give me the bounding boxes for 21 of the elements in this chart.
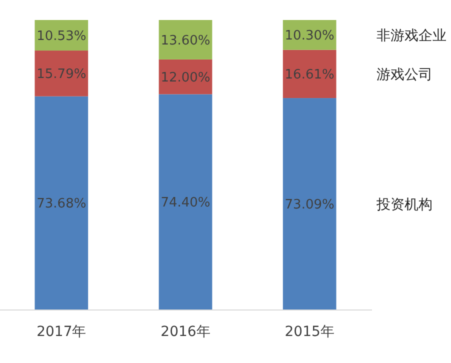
- data-label: 12.00%: [160, 70, 210, 86]
- data-label: 73.09%: [284, 198, 334, 213]
- data-label: 10.53%: [36, 28, 86, 44]
- bar: [34, 50, 88, 96]
- data-label: 73.68%: [36, 196, 86, 212]
- bar: [158, 94, 212, 310]
- data-label: 16.61%: [284, 68, 334, 83]
- data-label: 13.60%: [160, 33, 210, 48]
- text: 非游戏企业: [376, 28, 446, 44]
- data-label: 15.79%: [36, 66, 86, 82]
- bar: [282, 98, 336, 310]
- data-label: 10.30%: [284, 28, 334, 44]
- x-tick-label: 2015年: [284, 324, 334, 340]
- text: 游戏公司: [376, 66, 432, 83]
- bar: [158, 20, 212, 60]
- bar: [282, 50, 336, 98]
- text: 投资机构: [375, 196, 432, 213]
- x-tick-label: 2016年: [160, 324, 210, 340]
- data-label: 74.40%: [160, 196, 210, 211]
- x-tick-label: 2017年: [36, 324, 86, 340]
- bar: [34, 96, 88, 310]
